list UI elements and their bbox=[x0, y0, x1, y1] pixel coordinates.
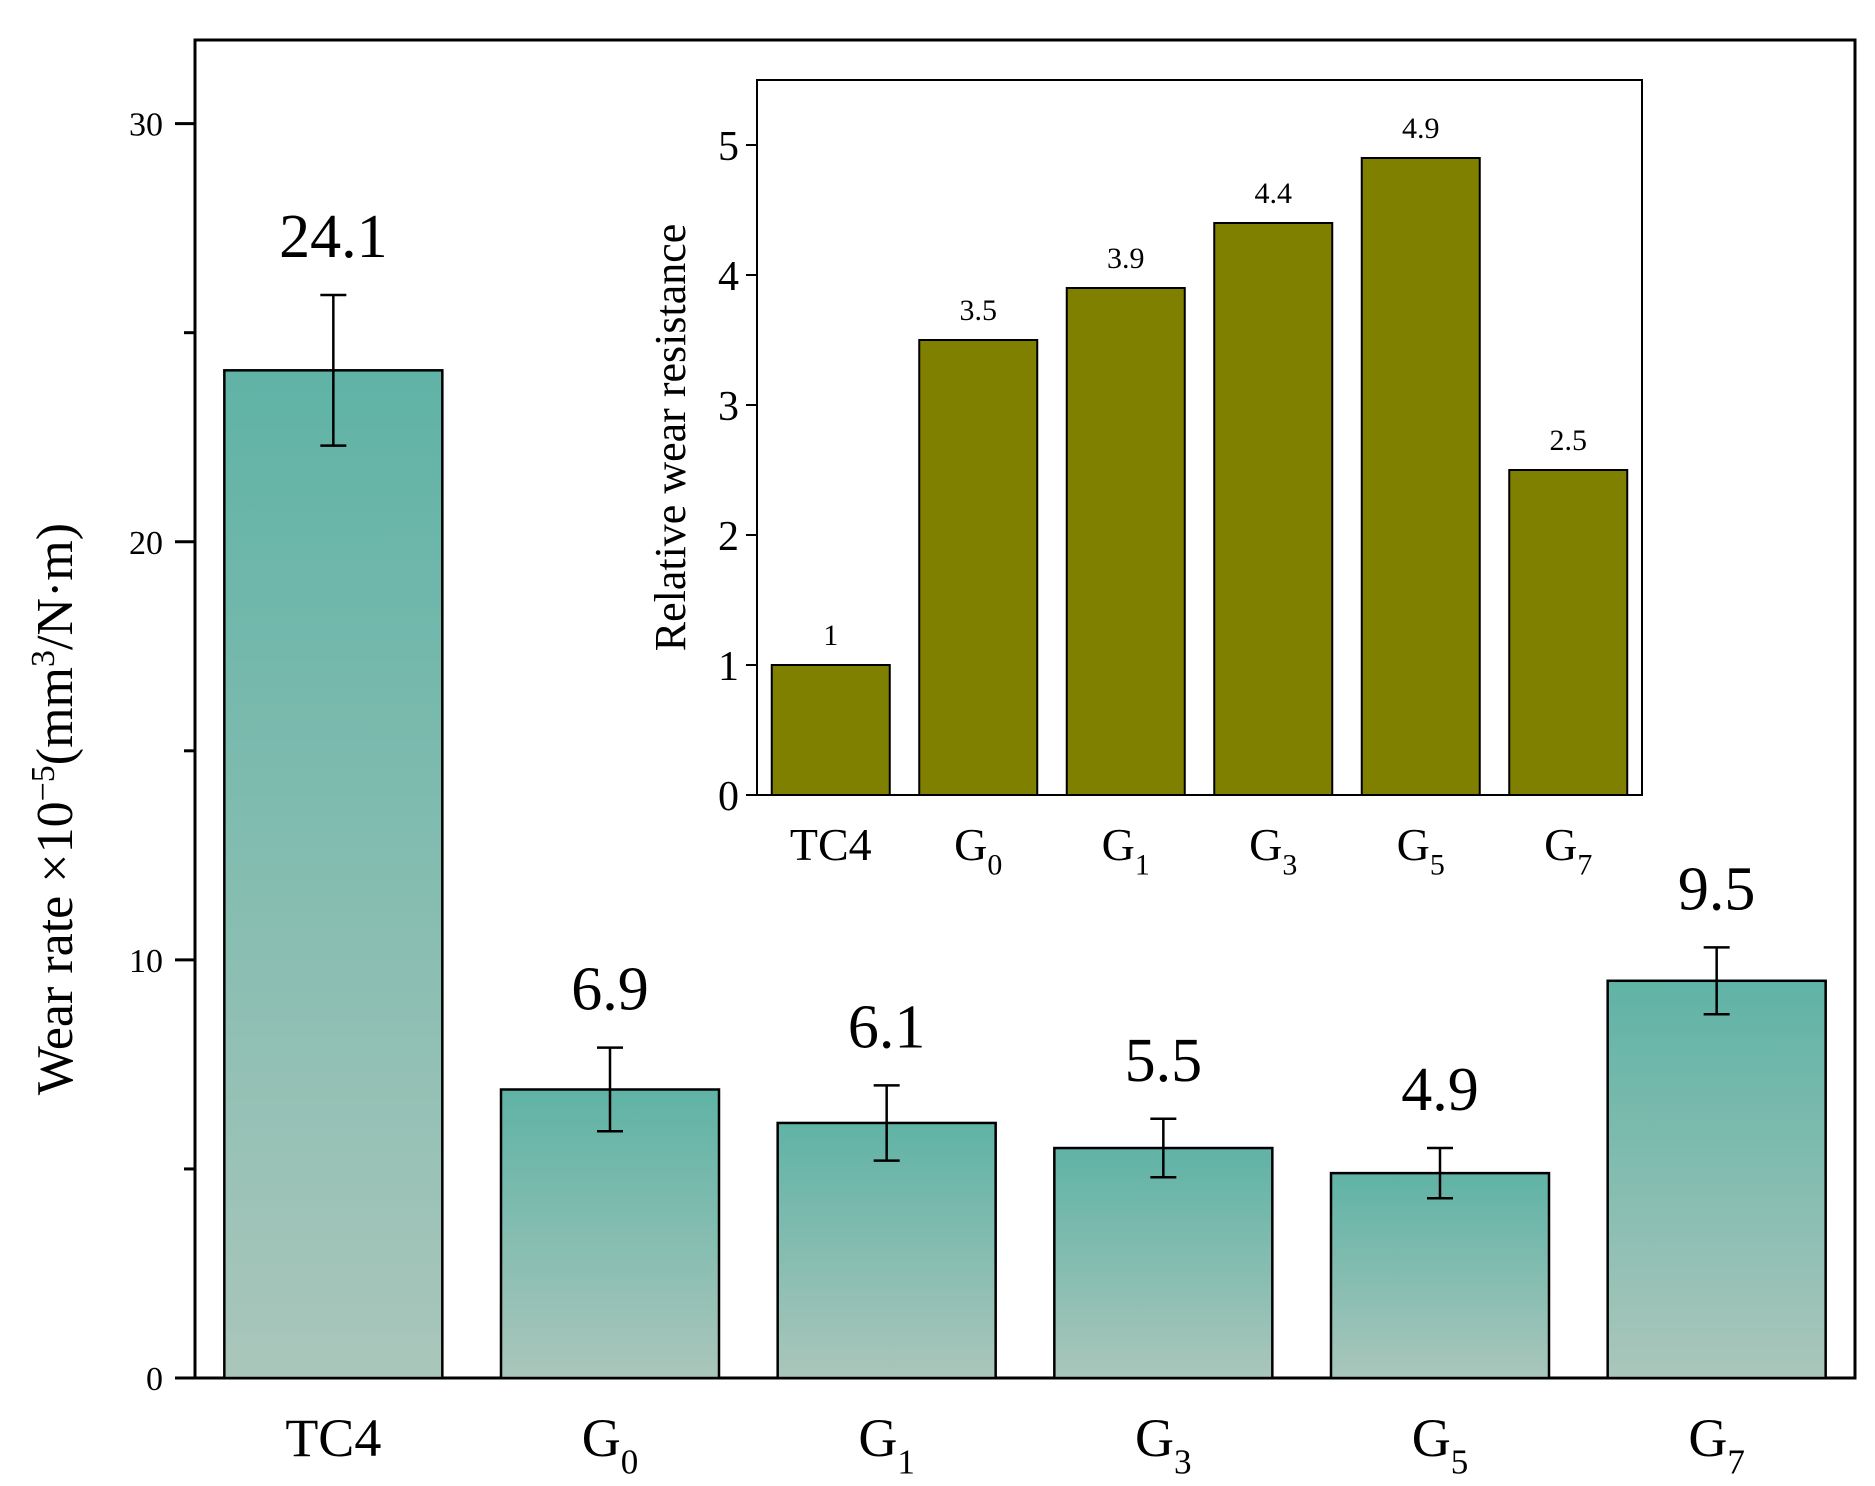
inset-x-tick-label: G5 bbox=[1397, 819, 1445, 882]
inset-y-tick-label: 2 bbox=[718, 514, 739, 560]
inset-bar bbox=[1065, 287, 1186, 796]
inset-bar-value-label: 1 bbox=[823, 619, 838, 652]
bar-value-label: 5.5 bbox=[1125, 1027, 1203, 1095]
inset-x-tick-label: G3 bbox=[1249, 819, 1297, 882]
x-tick-label: G0 bbox=[582, 1408, 639, 1481]
inset-bar bbox=[918, 339, 1039, 796]
main-plot-frame bbox=[193, 38, 1857, 1380]
bar bbox=[499, 1088, 721, 1380]
inset-x-tick-label: G7 bbox=[1544, 819, 1592, 882]
inset-bar-value-label: 2.5 bbox=[1550, 424, 1588, 457]
inset-bar-value-label: 3.9 bbox=[1107, 242, 1145, 275]
bar-value-label: 4.9 bbox=[1401, 1056, 1479, 1124]
x-tick-label: TC4 bbox=[285, 1408, 381, 1468]
y-tick-label: 10 bbox=[129, 943, 163, 980]
inset-bar bbox=[1213, 222, 1334, 796]
inset-y-tick-label: 4 bbox=[718, 254, 739, 300]
y-axis-title: Wear rate ×10−5(mm3/N·m) bbox=[25, 523, 85, 1095]
y-tick-label: 20 bbox=[129, 525, 163, 562]
y-tick-label: 30 bbox=[129, 107, 163, 144]
inset-x-tick-label: G1 bbox=[1102, 819, 1150, 882]
x-tick-label: G7 bbox=[1688, 1408, 1745, 1481]
bar bbox=[1606, 979, 1827, 1380]
inset-bar bbox=[1508, 469, 1629, 796]
bar-value-label: 24.1 bbox=[279, 203, 388, 271]
inset-y-axis-title: Relative wear resistance bbox=[646, 224, 695, 652]
inset-bar-value-label: 4.9 bbox=[1402, 112, 1440, 145]
inset-y-tick-label: 1 bbox=[718, 644, 739, 690]
bar-value-label: 6.1 bbox=[848, 993, 926, 1061]
inset-bar-value-label: 4.4 bbox=[1255, 177, 1293, 210]
y-tick-label: 0 bbox=[146, 1361, 163, 1398]
inset-chart: 0 1 2 3 4 5 Relative wear resistance 1 TC4 3.5 G0 3… bbox=[646, 79, 1643, 882]
bar bbox=[223, 369, 444, 1380]
bar-value-label: 9.5 bbox=[1678, 855, 1756, 923]
x-tick-label: G3 bbox=[1135, 1408, 1192, 1481]
inset-y-tick-label: 0 bbox=[718, 774, 739, 820]
inset-bar bbox=[770, 664, 891, 796]
x-tick-label: G1 bbox=[858, 1408, 915, 1481]
inset-y-tick-label: 5 bbox=[718, 124, 739, 170]
inset-y-tick-label: 3 bbox=[718, 384, 739, 430]
bar-value-label: 6.9 bbox=[571, 956, 649, 1024]
inset-bar bbox=[1360, 157, 1481, 796]
x-tick-label: G5 bbox=[1412, 1408, 1469, 1481]
bar bbox=[776, 1121, 997, 1380]
inset-plot-frame bbox=[756, 79, 1643, 796]
bar bbox=[1053, 1146, 1274, 1380]
inset-x-tick-label: G0 bbox=[954, 819, 1002, 882]
inset-x-tick-label: TC4 bbox=[790, 819, 872, 870]
inset-bar-value-label: 3.5 bbox=[960, 294, 998, 327]
bar bbox=[1329, 1171, 1551, 1380]
